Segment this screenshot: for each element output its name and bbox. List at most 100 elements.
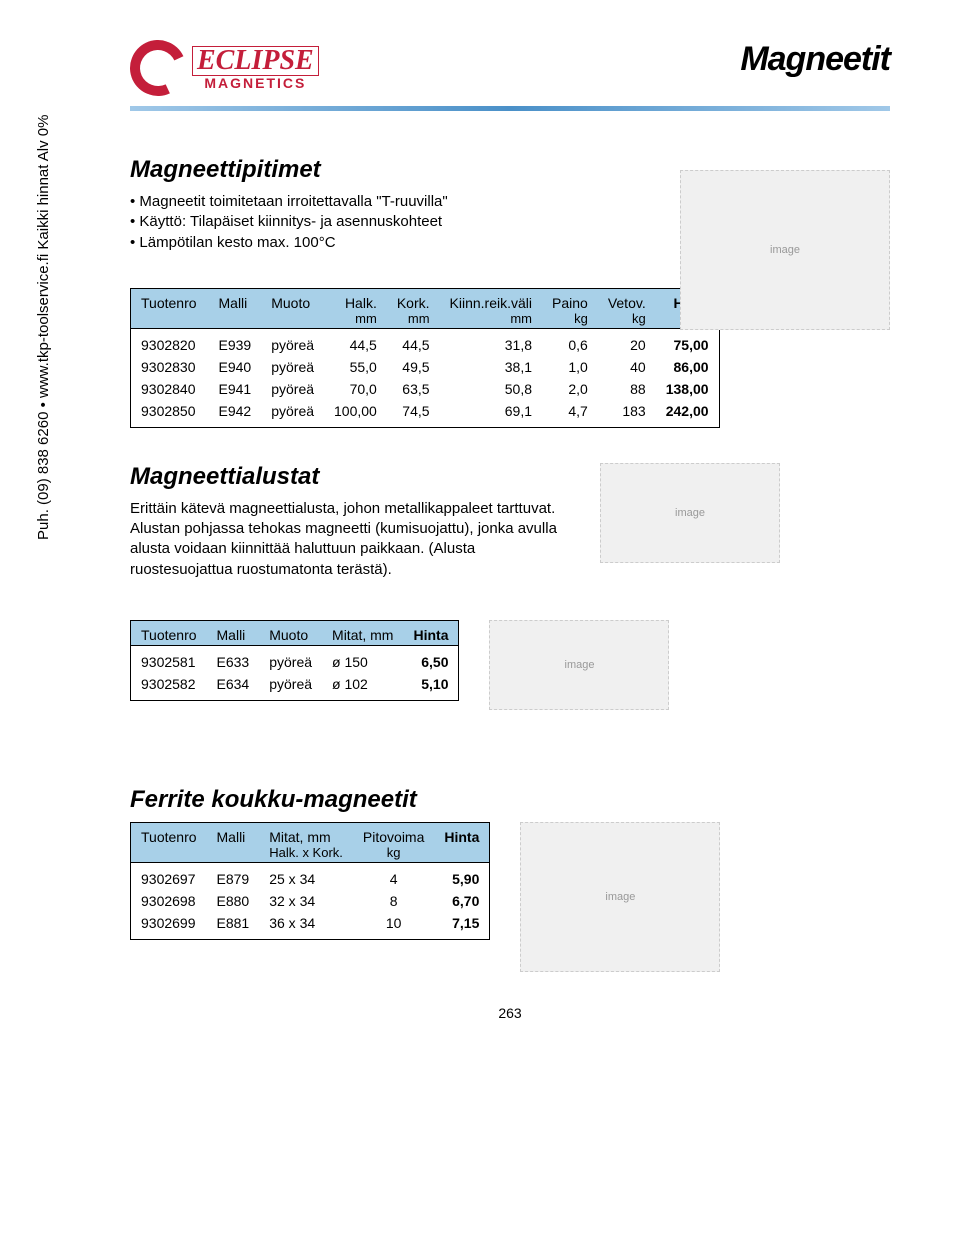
cell: pyöreä [259,645,322,673]
cell: 9302699 [131,912,207,940]
table-row: 9302698E88032 x 3486,70 [131,890,490,912]
table-koukku: Tuotenro Malli Mitat, mmHalk. x Kork. Pi… [130,822,490,940]
cell: 70,0 [324,378,387,400]
cell: pyöreä [261,328,324,356]
logo-brand: ECLIPSE [192,46,319,76]
cell: 9302820 [131,328,209,356]
th: Vetov.kg [598,288,656,328]
logo-sub: MAGNETICS [192,76,319,90]
th: Mitat, mm [322,620,403,645]
table-row: 9302699E88136 x 34107,15 [131,912,490,940]
cell: 44,5 [387,328,440,356]
cell: 38,1 [440,356,542,378]
cell: 5,10 [403,673,459,701]
cell: 55,0 [324,356,387,378]
cell: ø 102 [322,673,403,701]
section2-title: Magneettialustat [130,463,570,491]
th: Painokg [542,288,598,328]
product-image-koukku: image [520,822,720,972]
cell: 49,5 [387,356,440,378]
cell: ø 150 [322,645,403,673]
cell: E939 [209,328,262,356]
product-image-alusta-side: image [489,620,669,710]
cell: 9302830 [131,356,209,378]
cell: 1,0 [542,356,598,378]
cell: 20 [598,328,656,356]
cell: 8 [353,890,434,912]
cell: 50,8 [440,378,542,400]
th: Kork.mm [387,288,440,328]
th: Hinta [434,822,490,862]
section3-title: Ferrite koukku-magneetit [130,786,890,814]
cell: 10 [353,912,434,940]
cell: 44,5 [324,328,387,356]
cell: E940 [209,356,262,378]
brand-logo: ECLIPSE MAGNETICS [130,40,319,96]
th: Malli [207,620,260,645]
cell: pyöreä [259,673,322,701]
table-row: 9302581E633pyöreäø 1506,50 [131,645,459,673]
cell: 9302698 [131,890,207,912]
table-alustat: Tuotenro Malli Muoto Mitat, mm Hinta 930… [130,620,459,701]
cell: 31,8 [440,328,542,356]
cell: 2,0 [542,378,598,400]
cell: 242,00 [656,400,719,428]
cell: 9302697 [131,862,207,890]
cell: pyöreä [261,378,324,400]
cell: 4,7 [542,400,598,428]
cell: 6,70 [434,890,490,912]
cell: 88 [598,378,656,400]
cell: 183 [598,400,656,428]
product-image-alusta-top: image [600,463,780,563]
th: Pitovoimakg [353,822,434,862]
table-pitimet: Tuotenro Malli Muoto Halk.mm Kork.mm Kii… [130,288,720,428]
cell: 40 [598,356,656,378]
cell: E634 [207,673,260,701]
table-row: 9302840E941pyöreä70,063,550,82,088138,00 [131,378,720,400]
table-row: 9302830E940pyöreä55,049,538,11,04086,00 [131,356,720,378]
th: Halk.mm [324,288,387,328]
cell: 9302582 [131,673,207,701]
cell: E879 [207,862,260,890]
table-row: 9302820E939pyöreä44,544,531,80,62075,00 [131,328,720,356]
th: Mitat, mmHalk. x Kork. [259,822,353,862]
cell: 4 [353,862,434,890]
cell: 74,5 [387,400,440,428]
cell: 69,1 [440,400,542,428]
cell: E633 [207,645,260,673]
th: Tuotenro [131,822,207,862]
cell: 9302840 [131,378,209,400]
cell: pyöreä [261,400,324,428]
table-row: 9302582E634pyöreäø 1025,10 [131,673,459,701]
cell: 86,00 [656,356,719,378]
th: Muoto [259,620,322,645]
th: Kiinn.reik.välimm [440,288,542,328]
header-divider [130,106,890,111]
table-row: 9302697E87925 x 3445,90 [131,862,490,890]
th: Tuotenro [131,620,207,645]
page-title: Magneetit [740,40,890,79]
page-number: 263 [130,1005,890,1021]
section2-desc: Erittäin kätevä magneettialusta, johon m… [130,499,570,580]
product-image-pitimet: image [680,170,890,330]
cell: 63,5 [387,378,440,400]
table-row: 9302850E942pyöreä100,0074,569,14,7183242… [131,400,720,428]
logo-c-icon [122,32,194,104]
cell: pyöreä [261,356,324,378]
cell: 138,00 [656,378,719,400]
side-contact-label: Puh. (09) 838 6260 • www.tkp-toolservice… [35,115,52,540]
cell: 9302850 [131,400,209,428]
th: Muoto [261,288,324,328]
cell: 25 x 34 [259,862,353,890]
cell: E880 [207,890,260,912]
cell: E942 [209,400,262,428]
cell: 100,00 [324,400,387,428]
th: Malli [209,288,262,328]
cell: E881 [207,912,260,940]
th: Malli [207,822,260,862]
cell: 5,90 [434,862,490,890]
cell: 7,15 [434,912,490,940]
cell: 9302581 [131,645,207,673]
th: Hinta [403,620,459,645]
cell: 0,6 [542,328,598,356]
